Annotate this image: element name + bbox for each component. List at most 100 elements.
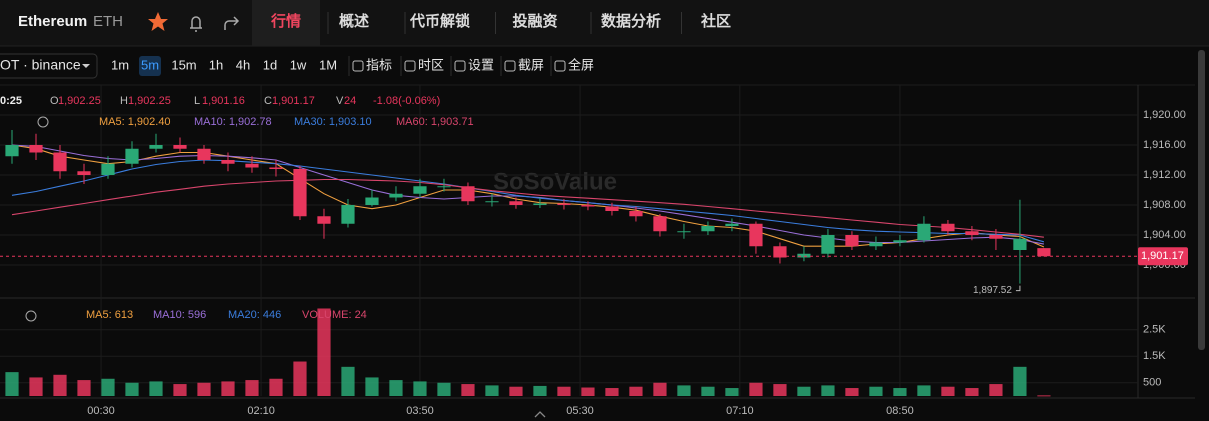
nav-tab[interactable]: 社区 [700,12,731,30]
ohlc-value: 24 [344,95,356,107]
x-tick-label: 02:10 [247,405,275,417]
interval-button[interactable]: 1h [209,57,223,72]
candle-body [485,201,499,203]
scrollbar[interactable] [1198,50,1205,350]
candle-body [533,203,547,205]
candle-body [5,145,19,157]
x-tick-label: 07:10 [726,405,754,417]
pair-label[interactable]: OT · binance [0,57,81,73]
volume-legend: VOLUME: 24 [302,309,367,321]
x-tick-label: 00:30 [87,405,115,417]
scroll-up-icon[interactable] [534,411,546,418]
ma-legend: MA30: 1,903.10 [294,116,372,128]
interval-button[interactable]: 4h [236,57,250,72]
candle-body [725,223,739,226]
watermark: SoSoValue [493,168,617,195]
y-tick-label: 1,904.00 [1143,229,1186,241]
visibility-icon[interactable] [25,310,37,322]
favorite-star[interactable] [148,12,168,31]
volume-bar [29,377,43,396]
candle-body [701,226,715,232]
interval-button[interactable]: 1w [290,57,307,72]
candle-body [653,216,667,232]
volume-legend: MA5: 613 [86,309,133,321]
candle-body [917,223,931,241]
volume-bar [389,380,403,396]
volume-bar [725,388,739,396]
volume-bar [701,386,715,396]
tool-icon [404,60,416,72]
ohlc-key: V [336,95,344,107]
interval-button[interactable]: 1M [319,57,337,72]
ohlc-key: O [50,95,59,107]
tool-button[interactable]: 全屏 [568,57,594,72]
pair-selector[interactable] [0,53,98,79]
candle-body [1013,238,1027,250]
tool-button[interactable]: 截屏 [518,57,544,72]
ohlc-key: C [264,95,272,107]
candle-body [845,235,859,247]
volume-bar [173,384,187,396]
volume-bar [845,388,859,396]
tool-icon [504,60,516,72]
time-label: 0:25 [0,95,22,107]
y-tick-label: 1,920.00 [1143,109,1186,121]
candle-body [437,186,451,188]
volume-bar [533,385,547,396]
interval-button[interactable]: 1m [111,57,129,72]
candle-body [821,235,835,254]
change-label: -1.08(-0.06%) [373,95,440,107]
volume-bar [197,382,211,396]
tool-button[interactable]: 指标 [366,57,392,72]
volume-tick-label: 1.5K [1143,350,1166,362]
volume-bar [341,366,355,396]
candle-body [941,223,955,232]
volume-bar [245,380,259,396]
volume-bar [581,387,595,396]
volume-bar [365,377,379,396]
tool-icon [454,60,466,72]
interval-button[interactable]: 1d [263,57,277,72]
volume-bar [77,380,91,396]
interval-button[interactable]: 5m [141,57,159,72]
nav-tab[interactable]: 数据分析 [601,12,661,30]
volume-bar [269,378,283,396]
ma-line [11,159,1045,243]
candle-body [197,148,211,160]
candle-body [293,169,307,217]
candle-body [29,145,43,153]
interval-button[interactable]: 15m [171,57,196,72]
share-icon[interactable] [224,16,240,30]
y-tick-label: 1,912.00 [1143,169,1186,181]
asset-name: Ethereum [18,13,87,30]
volume-bar [293,361,307,396]
low-label: 1,897.52 [973,285,1012,296]
tool-button[interactable]: 设置 [468,57,494,72]
candle-body [77,171,91,175]
visibility-icon[interactable] [37,116,49,128]
volume-bar [509,386,523,396]
nav-tab[interactable]: 代币解锁 [409,12,470,30]
volume-bar [773,384,787,396]
volume-bar [485,385,499,396]
candle-body [461,186,475,202]
nav-tab[interactable]: 概述 [339,12,369,30]
candle-body [677,231,691,233]
asset-symbol: ETH [93,13,123,30]
candle-body [581,205,595,207]
nav-tab[interactable]: 投融资 [512,12,557,30]
ma-legend: MA60: 1,903.71 [396,116,474,128]
volume-bar [557,386,571,396]
volume-bar [749,382,763,396]
alert-icon[interactable] [190,16,202,32]
ohlc-value: 1,901.16 [202,95,245,107]
candle-body [173,145,187,149]
nav-tab[interactable]: 行情 [270,12,301,30]
ohlc-key: H [120,95,128,107]
tool-button[interactable]: 时区 [418,57,444,72]
volume-bar [413,381,427,396]
volume-bar [101,378,115,396]
